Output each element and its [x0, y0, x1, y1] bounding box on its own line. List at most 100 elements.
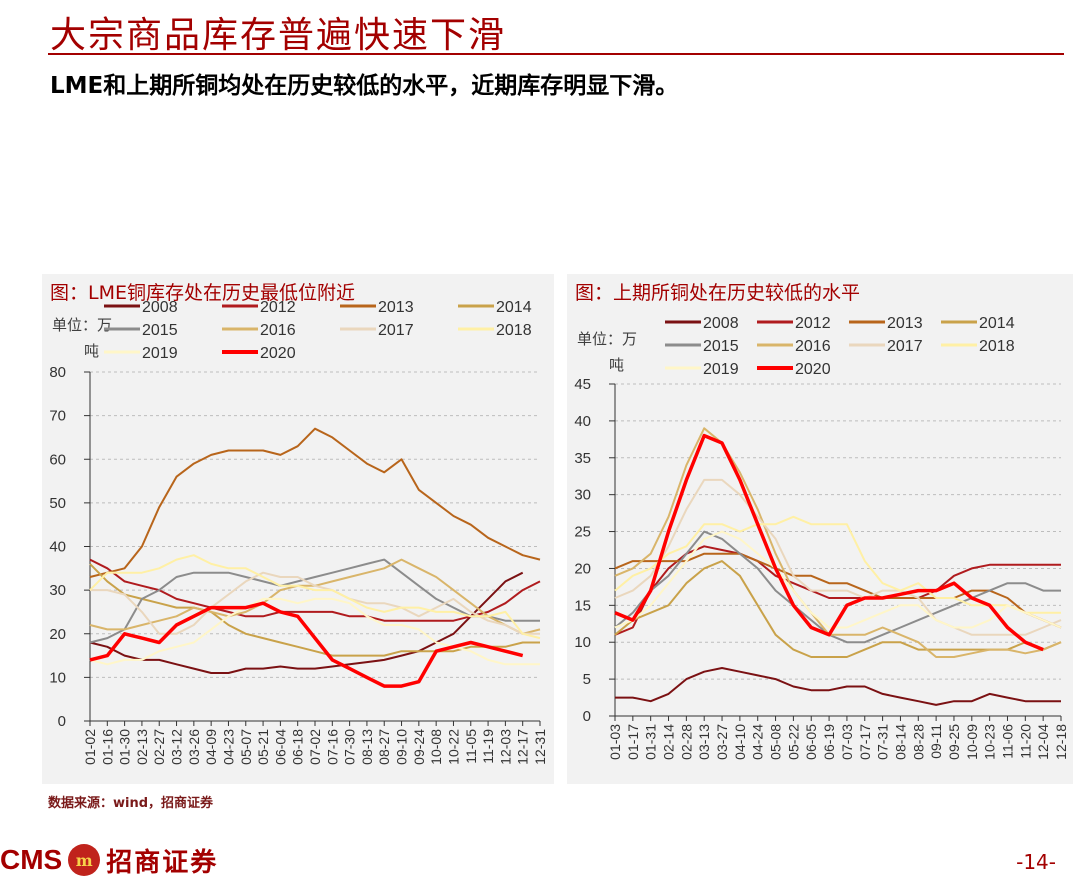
series-line-2017: [614, 478, 1062, 636]
y-axis-label: 单位：万: [52, 316, 112, 334]
y-tick-label: 40: [574, 413, 591, 430]
y-tick-label: 40: [49, 539, 66, 556]
x-tick-label: 01-31: [643, 724, 659, 760]
logo-badge-text: m: [75, 850, 93, 870]
legend-label-2014: 2014: [496, 299, 532, 316]
x-tick-label: 04-10: [732, 724, 748, 760]
legend-label-2012: 2012: [795, 315, 831, 332]
x-tick-label: 07-16: [324, 729, 340, 765]
y-tick-label: 20: [574, 560, 591, 577]
y-tick-label: 0: [58, 713, 66, 730]
x-tick-label: 07-02: [307, 729, 323, 765]
y-tick-label: 5: [583, 671, 591, 688]
x-tick-label: 01-16: [99, 729, 115, 765]
data-source: 数据来源：wind，招商证券: [48, 796, 214, 811]
x-tick-label: 01-03: [607, 724, 623, 760]
x-tick-label: 10-09: [964, 724, 980, 760]
x-tick-label: 06-19: [821, 724, 837, 760]
series-line-2016: [614, 427, 1062, 658]
x-tick-label: 12-04: [1035, 724, 1051, 760]
y-tick-label: 80: [49, 364, 66, 381]
x-tick-label: 04-24: [750, 724, 766, 760]
x-tick-label: 07-30: [342, 729, 358, 765]
y-axis-label-unit: 吨: [84, 342, 99, 360]
legend-label-2014: 2014: [979, 315, 1015, 332]
series-line-2012: [614, 545, 1061, 636]
x-tick-label: 08-13: [359, 729, 375, 765]
legend-label-2020: 2020: [795, 361, 831, 378]
x-tick-label: 11-05: [463, 729, 479, 764]
x-tick-label: 09-11: [928, 724, 944, 759]
series-line-2012: [89, 558, 541, 622]
y-tick-label: 20: [49, 626, 66, 643]
lme-chart-panel: 图：LME铜库存处在历史最低位附近 单位：万吨 0 10 20 30 40 50 60 70 80…: [42, 274, 554, 784]
legend-label-2016: 2016: [795, 338, 831, 355]
x-tick-label: 11-20: [1017, 724, 1033, 759]
legend-label-2016: 2016: [260, 322, 296, 339]
series-line-2008: [89, 571, 524, 674]
series-line-2016: [89, 558, 541, 635]
y-tick-label: 30: [49, 582, 66, 599]
series-line-2013: [89, 427, 541, 578]
legend-label-2020: 2020: [260, 345, 296, 362]
lme-chart-title: 图：LME铜库存处在历史最低位附近: [50, 282, 355, 304]
legend-label-2018: 2018: [979, 338, 1015, 355]
x-tick-label: 07-03: [839, 724, 855, 760]
y-tick-label: 10: [574, 634, 591, 651]
x-tick-label: 01-30: [117, 729, 133, 765]
y-tick-label: 25: [574, 524, 591, 541]
x-tick-label: 04-09: [203, 729, 219, 765]
x-tick-label: 03-13: [696, 724, 712, 760]
y-axis-label-unit: 吨: [609, 356, 624, 374]
x-tick-label: 01-17: [625, 724, 641, 760]
x-tick-label: 02-14: [661, 724, 677, 760]
legend-label-2015: 2015: [703, 338, 739, 355]
series-line-2017: [90, 571, 540, 635]
logo-latin: CMS: [0, 844, 63, 875]
series-line-2015: [614, 530, 1061, 644]
x-tick-label: 12-18: [1053, 724, 1069, 760]
shfe-chart-panel: 图：上期所铜处在历史较低的水平 单位：万吨 0 5 10 15 20 25 30 35 40 45 0…: [567, 274, 1073, 784]
x-tick-label: 04-23: [220, 729, 236, 765]
series-line-2019: [614, 530, 1062, 629]
title-divider: [48, 53, 1064, 55]
x-tick-label: 01-02: [82, 729, 98, 765]
legend-label-2008: 2008: [703, 315, 739, 332]
page-number: -14-: [1016, 850, 1056, 874]
series-line-2008: [615, 667, 1061, 706]
x-tick-label: 07-17: [857, 724, 873, 760]
legend-label-2013: 2013: [378, 299, 414, 316]
x-tick-label: 05-22: [785, 724, 801, 760]
x-tick-label: 12-03: [497, 729, 513, 765]
x-tick-label: 02-28: [678, 724, 694, 760]
x-tick-label: 11-06: [999, 724, 1015, 759]
x-tick-label: 10-22: [445, 729, 461, 765]
x-tick-label: 03-26: [186, 729, 202, 765]
y-tick-label: 70: [49, 408, 66, 425]
x-tick-label: 07-31: [875, 724, 891, 760]
legend-label-2019: 2019: [142, 345, 178, 362]
y-tick-label: 60: [49, 451, 66, 468]
x-tick-label: 12-31: [532, 729, 548, 765]
series-line-2018: [89, 554, 541, 640]
x-tick-label: 02-13: [134, 729, 150, 765]
x-tick-label: 08-14: [892, 724, 908, 760]
x-tick-label: 10-23: [982, 724, 998, 760]
series-line-2020: [614, 433, 1044, 652]
x-tick-label: 06-05: [803, 724, 819, 760]
x-tick-label: 05-08: [768, 724, 784, 760]
x-tick-label: 03-12: [169, 729, 185, 765]
y-axis-label: 单位：万: [577, 330, 637, 348]
legend-label-2017: 2017: [887, 338, 923, 355]
x-tick-label: 12-17: [515, 729, 531, 765]
series-line-2013: [614, 552, 1062, 629]
x-tick-label: 09-25: [946, 724, 962, 760]
y-tick-label: 15: [574, 597, 591, 614]
legend-label-2017: 2017: [378, 322, 414, 339]
x-tick-label: 10-08: [428, 729, 444, 765]
series-line-2020: [89, 601, 524, 688]
x-tick-label: 09-24: [411, 729, 427, 765]
x-tick-label: 05-21: [255, 729, 271, 765]
